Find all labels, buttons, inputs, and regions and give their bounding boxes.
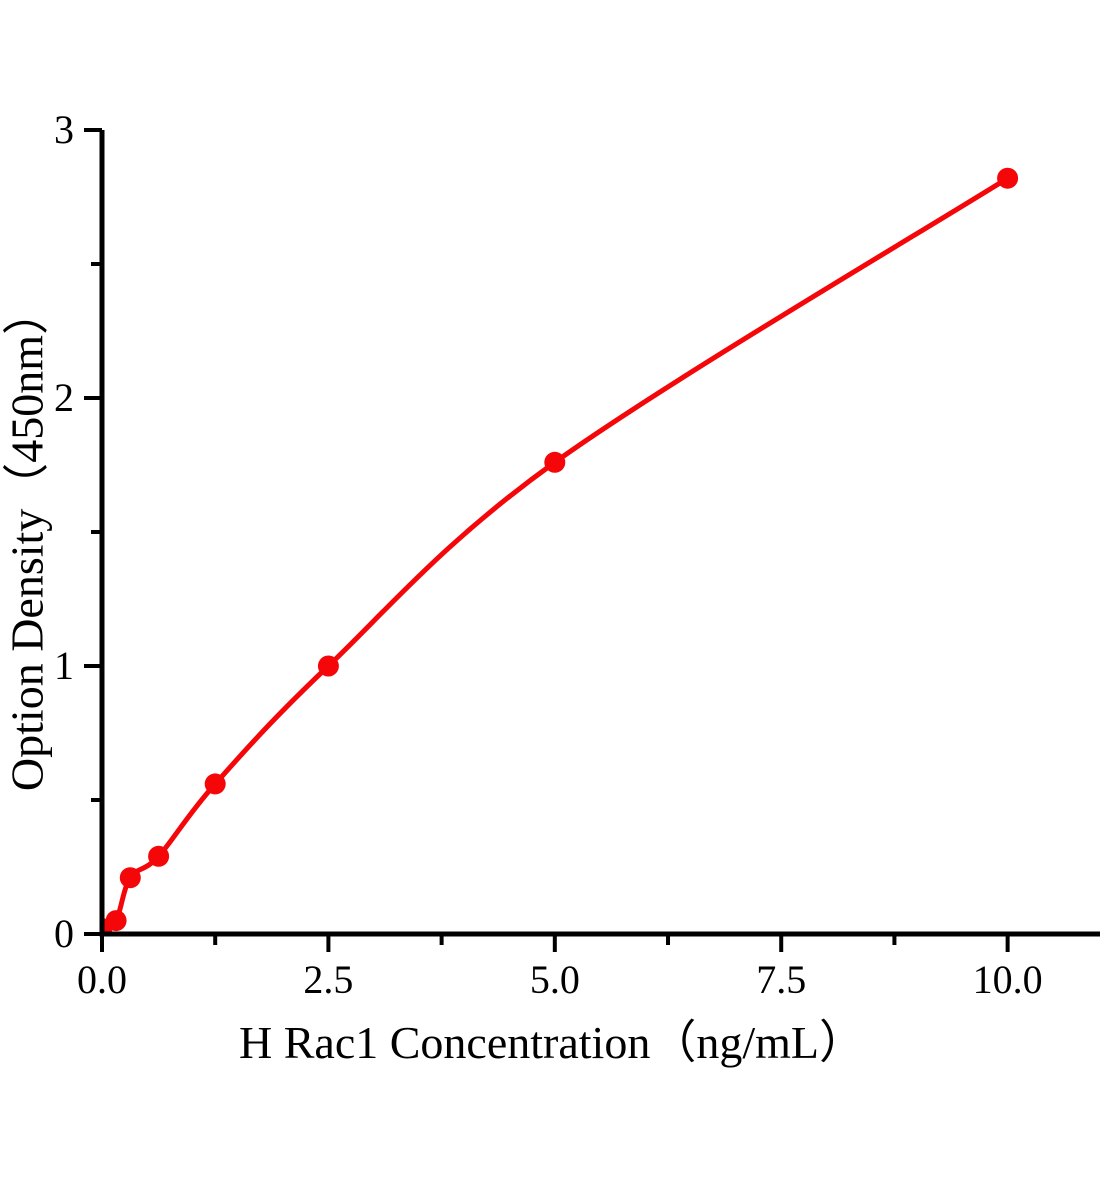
x-tick-label: 10.0: [973, 957, 1043, 1002]
y-tick-label: 0: [54, 911, 74, 956]
data-point-marker-3: [148, 845, 170, 867]
data-point-marker-4: [204, 773, 226, 795]
y-tick-label: 3: [54, 107, 74, 152]
x-tick-label: 2.5: [303, 957, 353, 1002]
y-tick-label: 1: [54, 643, 74, 688]
data-point-marker-5: [317, 655, 339, 677]
data-point-marker-2: [119, 867, 141, 889]
x-tick-label: 5.0: [530, 957, 580, 1002]
data-point-marker-6: [544, 451, 566, 473]
data-point-marker-7: [997, 167, 1019, 189]
y-tick-label: 2: [54, 375, 74, 420]
x-axis-title: H Rac1 Concentration（ng/mL）: [239, 1017, 865, 1068]
data-point-marker-1: [105, 910, 127, 932]
x-tick-label: 7.5: [756, 957, 806, 1002]
standard-curve-line: [104, 176, 1009, 931]
x-tick-label: 0.0: [77, 957, 127, 1002]
series-group: [104, 167, 1019, 932]
y-axis-title: Option Density（450nm）: [1, 288, 53, 792]
